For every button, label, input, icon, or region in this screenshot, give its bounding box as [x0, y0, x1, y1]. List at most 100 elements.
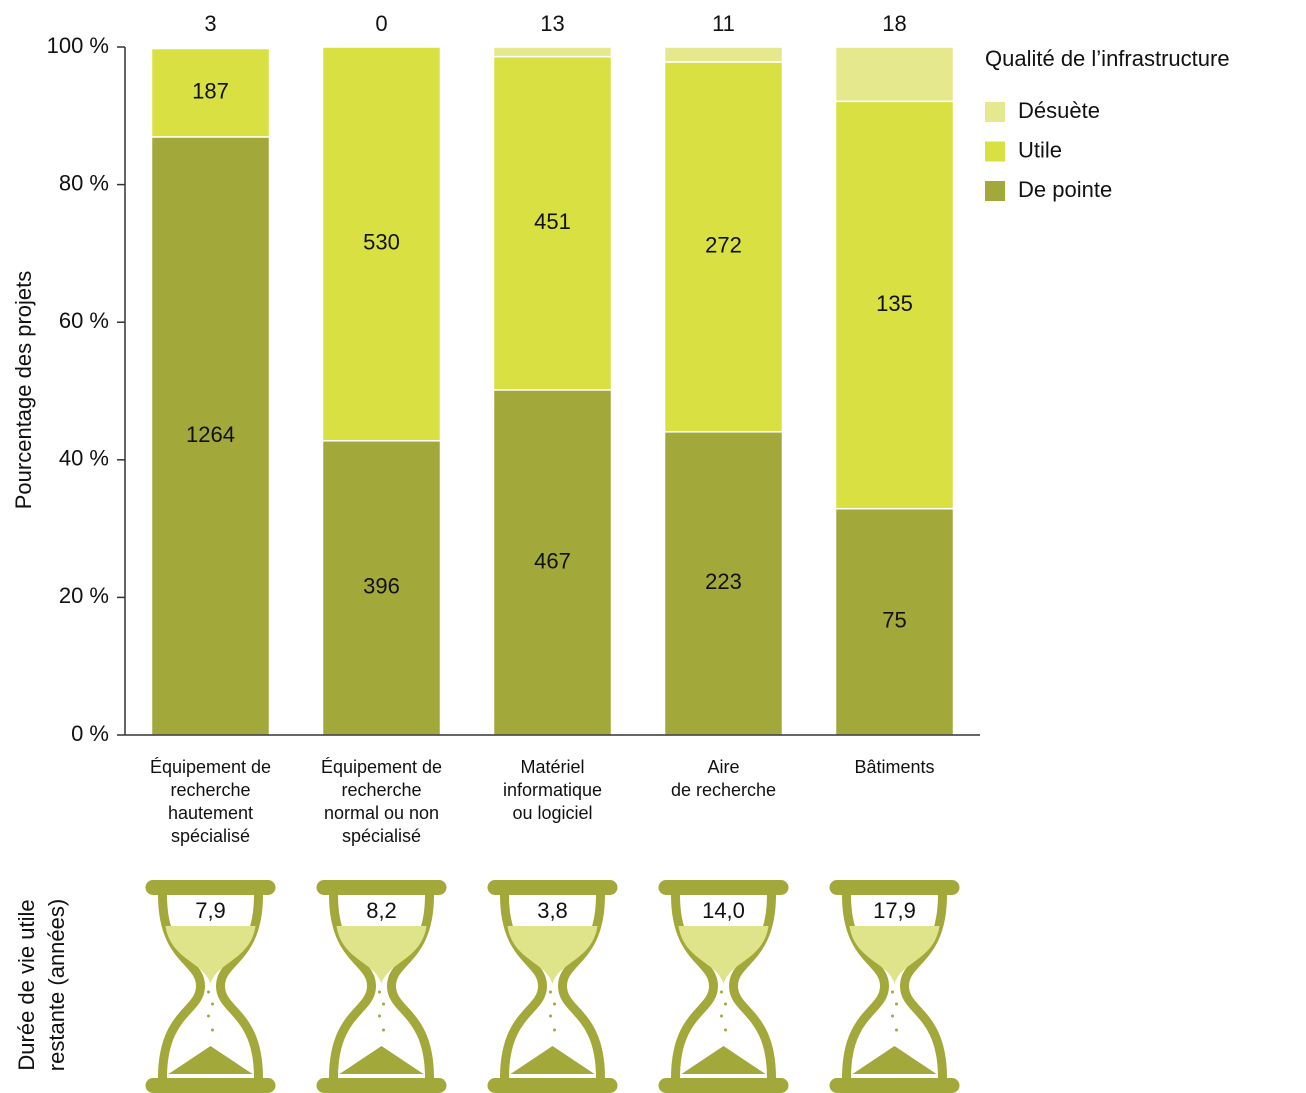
hourglass-bottom: [316, 1078, 447, 1093]
hourglass: 17,9: [829, 880, 960, 1093]
hourglass-bottom: [145, 1078, 276, 1093]
data-label: 11: [712, 11, 735, 36]
sand-bottom: [681, 1046, 766, 1074]
hourglass-bottom: [658, 1078, 789, 1093]
data-label: 13: [540, 11, 564, 36]
bar-segment: [492, 389, 613, 736]
x-tick-label: Équipement de: [150, 757, 271, 777]
lifespan-title: Durée de vie utile: [14, 899, 39, 1070]
sand-grain: [895, 1002, 898, 1006]
sand-bottom: [852, 1046, 937, 1074]
y-tick-label: 60 %: [59, 308, 109, 333]
sand-grain: [553, 1002, 556, 1006]
y-tick-label: 80 %: [59, 170, 109, 195]
sand-bottom: [510, 1046, 595, 1074]
sand-grain: [720, 1014, 723, 1018]
sand-grain: [378, 1014, 381, 1018]
x-tick-label: recherche: [170, 780, 250, 800]
x-tick-label: Matériel: [520, 757, 584, 777]
data-label: 1264: [186, 422, 235, 447]
x-tick-label: Aire: [707, 757, 739, 777]
sand-top: [507, 926, 598, 984]
sand-top: [849, 926, 940, 984]
sand-grain: [211, 1002, 214, 1006]
lifespan-value: 14,0: [702, 898, 745, 923]
y-tick-label: 40 %: [59, 446, 109, 471]
lifespan-value: 7,9: [195, 898, 226, 923]
sand-grain: [211, 1028, 214, 1032]
legend-label: Désuète: [1018, 98, 1100, 123]
x-tick-label: normal ou non: [324, 803, 439, 823]
sand-bottom: [168, 1046, 253, 1074]
x-tick-label: spécialisé: [342, 826, 421, 846]
bar-segment: [321, 440, 442, 736]
sand-grain: [724, 1002, 727, 1006]
hourglass-top: [316, 880, 447, 895]
sand-grain: [549, 990, 552, 994]
sand-grain: [724, 1028, 727, 1032]
x-tick-label: spécialisé: [171, 826, 250, 846]
y-tick-label: 0 %: [71, 721, 109, 746]
hourglass-top: [487, 880, 618, 895]
hourglass: 3,8: [487, 880, 618, 1093]
y-tick-label: 100 %: [47, 33, 109, 58]
hourglass: 14,0: [658, 880, 789, 1093]
x-tick-label: ou logiciel: [512, 803, 592, 823]
bar-segment: [150, 47, 271, 138]
sand-grain: [207, 990, 210, 994]
lifespan-value: 8,2: [366, 898, 397, 923]
hourglass-bottom: [487, 1078, 618, 1093]
bar-segment: [492, 55, 613, 391]
sand-grain: [378, 990, 381, 994]
data-label: 0: [375, 11, 387, 36]
data-label: 467: [534, 548, 571, 573]
data-label: 3: [204, 11, 216, 36]
sand-grain: [891, 990, 894, 994]
lifespan-value: 3,8: [537, 898, 568, 923]
lifespan-title: restante (années): [44, 899, 69, 1071]
data-label: 451: [534, 209, 571, 234]
sand-bottom: [339, 1046, 424, 1074]
sand-grain: [720, 990, 723, 994]
data-label: 272: [705, 233, 742, 258]
hourglass-top: [829, 880, 960, 895]
sand-grain: [549, 1014, 552, 1018]
bar-segment: [150, 46, 271, 50]
sand-top: [165, 926, 256, 984]
data-label: 396: [363, 574, 400, 599]
hourglass-top: [658, 880, 789, 895]
x-tick-label: hautement: [168, 803, 253, 823]
x-tick-label: informatique: [503, 780, 602, 800]
bar-segment: [492, 46, 613, 58]
x-tick-label: Équipement de: [321, 757, 442, 777]
x-tick-label: Bâtiments: [854, 757, 934, 777]
x-tick-label: recherche: [341, 780, 421, 800]
lifespan-value: 17,9: [873, 898, 916, 923]
sand-grain: [382, 1028, 385, 1032]
bar-segment: [834, 46, 955, 103]
sand-grain: [891, 1014, 894, 1018]
sand-grain: [207, 1014, 210, 1018]
legend-title: Qualité de l’infrastructure: [985, 46, 1230, 71]
legend-swatch: [985, 181, 1005, 201]
x-tick-label: de recherche: [671, 780, 776, 800]
sand-grain: [553, 1028, 556, 1032]
data-label: 75: [882, 608, 906, 633]
y-axis-title: Pourcentage des projets: [11, 271, 36, 510]
hourglass-bottom: [829, 1078, 960, 1093]
data-label: 18: [882, 11, 906, 36]
data-label: 135: [876, 291, 913, 316]
bar-segment: [834, 100, 955, 510]
data-label: 530: [363, 230, 400, 255]
sand-grain: [382, 1002, 385, 1006]
y-tick-label: 20 %: [59, 583, 109, 608]
bar-segment: [663, 431, 784, 736]
sand-grain: [895, 1028, 898, 1032]
bar-segment: [663, 46, 784, 63]
hourglass: 8,2: [316, 880, 447, 1093]
hourglass: 7,9: [145, 880, 276, 1093]
hourglass-top: [145, 880, 276, 895]
legend-swatch: [985, 141, 1005, 162]
